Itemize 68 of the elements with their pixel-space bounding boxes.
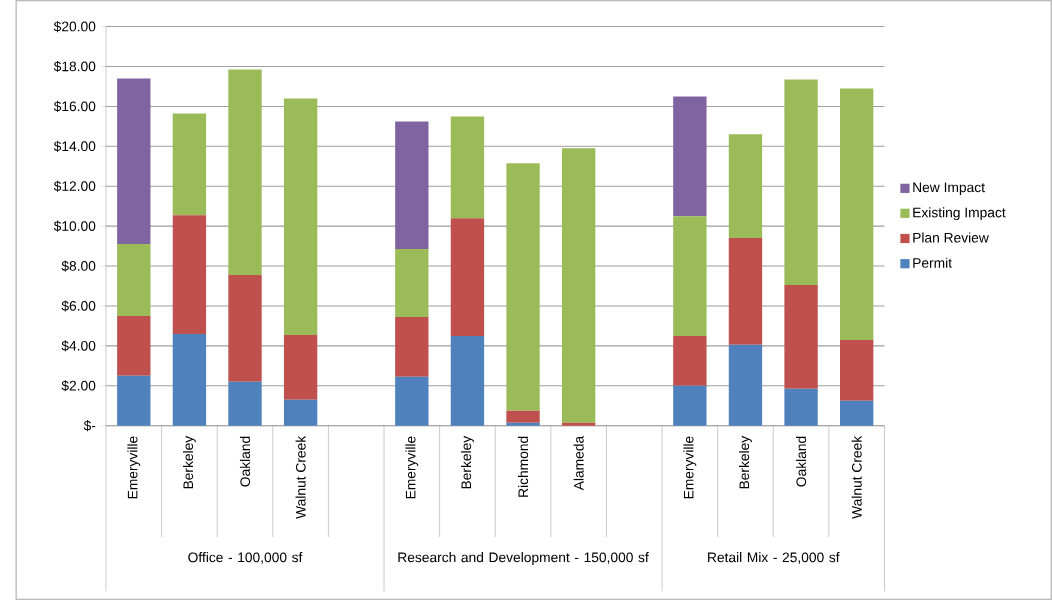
text: Retail Mix - 25,000 sf — [708, 552, 840, 564]
x-tick-label: Berkeley — [182, 435, 196, 489]
bar — [506, 410, 540, 423]
bar — [283, 399, 318, 426]
y-tick-label: $16.00 — [53, 100, 96, 112]
x-tick-label: Walnut Creek — [851, 435, 862, 519]
bar — [784, 79, 818, 285]
bar — [283, 334, 318, 400]
x-tick-label: Oakland — [796, 436, 807, 487]
y-tick-label: $6.00 — [61, 300, 96, 312]
y-tick-label: $2.00 — [61, 380, 96, 392]
x-tick-label: Walnut Creek — [295, 435, 306, 519]
legend-label: Permit — [913, 257, 952, 268]
bar — [228, 69, 262, 275]
bar — [728, 344, 763, 426]
bar — [395, 249, 429, 317]
bar — [506, 422, 540, 426]
bar — [395, 376, 429, 426]
x-tick-label: Berkeley — [739, 435, 752, 489]
bar — [117, 315, 151, 376]
y-tick-label: $12.00 — [53, 180, 96, 192]
bar — [283, 98, 318, 335]
x-tick-label: Alameda — [573, 435, 584, 491]
bar — [561, 422, 596, 426]
bar — [450, 335, 485, 426]
bar — [228, 381, 262, 426]
bar — [673, 335, 707, 386]
bar — [673, 385, 707, 426]
bar — [228, 274, 262, 382]
legend-label: Existing Impact — [913, 207, 1006, 221]
legend-label: Plan Review — [913, 232, 989, 243]
bar — [728, 238, 763, 345]
y-tick-label: $20.00 — [53, 20, 96, 33]
bar — [784, 388, 818, 426]
y-tick-label: $4.00 — [61, 340, 96, 352]
bar — [728, 134, 763, 239]
bar — [395, 121, 429, 250]
text: Office - 100,000 sf — [188, 552, 303, 564]
x-tick-label: Emeryville — [683, 436, 697, 499]
bar — [506, 163, 540, 411]
bar — [561, 148, 596, 423]
y-tick-label: $8.00 — [61, 260, 96, 272]
bar — [172, 333, 207, 426]
bar — [839, 400, 874, 426]
bar — [172, 215, 207, 334]
bar — [117, 78, 151, 245]
x-tick-label: Emeryville — [405, 436, 419, 499]
y-tick-label: $14.00 — [53, 140, 96, 152]
bar — [784, 284, 818, 389]
legend-label: New Impact — [913, 182, 985, 195]
x-tick-label: Emeryville — [127, 436, 141, 499]
bar — [839, 339, 874, 401]
y-tick-label: $- — [83, 420, 96, 432]
y-tick-label: $18.00 — [53, 60, 96, 73]
bar — [450, 116, 485, 219]
bar — [450, 218, 485, 336]
x-tick-label: Richmond — [517, 436, 529, 497]
x-tick-label: Berkeley — [461, 435, 474, 489]
bar — [839, 88, 874, 340]
bar — [117, 244, 151, 316]
bar — [673, 96, 707, 217]
y-tick-label: $10.00 — [53, 220, 96, 232]
bar — [395, 316, 429, 377]
bar — [117, 375, 151, 426]
bar — [673, 216, 707, 336]
text: Research and Development - 150,000 sf — [398, 552, 649, 565]
x-tick-label: Oakland — [239, 436, 251, 487]
bar — [172, 113, 207, 216]
